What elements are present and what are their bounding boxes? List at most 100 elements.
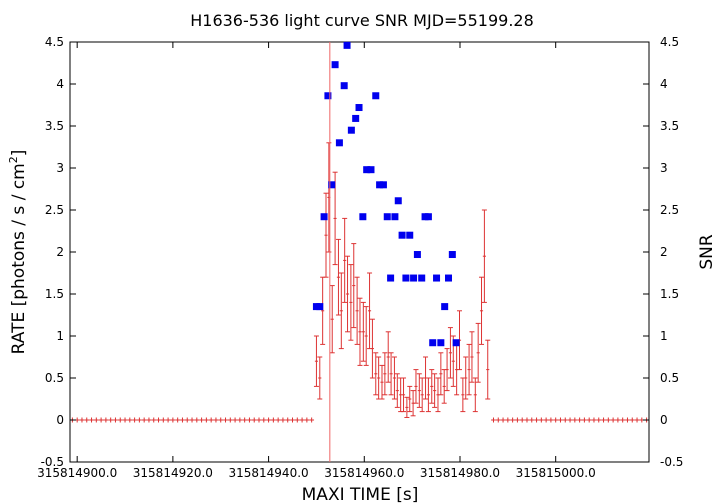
snr-point [387,274,395,282]
y-tick-label: 1 [56,329,64,343]
rate-bin [382,352,388,396]
rate-bin [363,306,369,366]
snr-point [376,181,384,189]
snr-point [452,339,460,347]
y2-axis-title: SNR [697,234,717,270]
plot-frame [69,41,650,463]
rate-bin [342,217,348,303]
rate-zero-baseline [70,417,649,423]
rate-bin [469,331,475,383]
rate-bin [329,285,335,354]
snr-point [391,213,399,221]
y2-tick-label: 1 [660,329,668,343]
y-tick-label: 3 [56,161,64,175]
y-tick-label: -0.5 [41,455,64,469]
rate-bin [475,322,481,383]
rate-bin [354,276,360,345]
x-tick-label: 315814900.0 [37,466,117,480]
x-tick-label: 315814920.0 [133,466,213,480]
snr-point [328,181,336,189]
snr-markers [312,41,460,347]
x-tick-label: 315814960.0 [324,466,404,480]
rate-bin [357,297,363,366]
x-tick-label: 315814980.0 [420,466,500,480]
rate-bin [429,369,435,404]
snr-point [359,213,367,221]
rate-bin [472,377,478,413]
rate-bin [485,339,491,400]
rate-bin [466,343,472,396]
rate-bin [388,352,394,396]
rate-bin [432,373,438,408]
snr-point [448,251,456,259]
rate-bin [391,356,397,400]
y-tick-label: 2.5 [45,203,64,217]
y2-tick-label: 1.5 [660,287,679,301]
rate-bin [410,390,416,417]
snr-point [352,114,360,122]
rate-bin [463,356,469,400]
y2-tick-label: 3 [660,161,668,175]
snr-point [343,41,351,49]
snr-point [355,104,363,112]
snr-point [372,92,380,100]
snr-point [379,181,387,189]
snr-point [424,213,432,221]
rate-bin [413,369,419,404]
rate-bin [313,335,319,387]
snr-point [383,213,391,221]
snr-point [367,166,375,174]
rate-bin [419,377,425,413]
rate-bin [425,377,431,413]
snr-point [340,82,348,90]
y-tick-label: 4.5 [45,35,64,49]
rate-bin [444,348,450,392]
y2-tick-label: 0 [660,413,668,427]
y2-tick-label: -0.5 [660,455,683,469]
rate-bin [348,264,354,341]
rate-bin [323,192,329,278]
x-axis-title: MAXI TIME [s] [302,485,419,504]
rate-bin [369,318,375,379]
rate-bin [385,331,391,383]
snr-point [316,303,324,311]
snr-point [445,274,453,282]
rate-bin [407,385,413,413]
snr-point [410,274,418,282]
y-axis-ticks: -0.5 0 0.5 1 1.5 2 2.5 3 3.5 4 4.5 [41,35,76,469]
rate-bin [338,272,344,350]
rate-bin [360,301,366,362]
rate-bin [394,373,400,408]
rate-bin [438,352,444,396]
y2-tick-label: 2.5 [660,203,679,217]
snr-point [394,197,402,205]
y-axis-title-end: ] [9,150,29,157]
snr-point [347,126,355,134]
y2-tick-label: 0.5 [660,371,679,385]
x-tick-label: 315814940.0 [228,466,308,480]
y-tick-label: 0 [56,413,64,427]
rate-bin [351,243,357,329]
rate-bin [335,238,341,316]
rate-bin [416,373,422,408]
snr-point [324,92,332,100]
snr-point [441,303,449,311]
rate-bin [379,364,385,400]
snr-point [413,251,421,259]
y-axis-title: RATE [photons / s / cm2] [7,150,29,355]
y-tick-label: 3.5 [45,119,64,133]
x-tick-label: 315815000.0 [516,466,596,480]
rate-bin [317,356,323,400]
y-axis-title-main: RATE [photons / s / cm [9,163,29,354]
snr-point [433,274,441,282]
snr-point [429,339,437,347]
rate-bin [401,377,407,413]
y-axis-title-superscript: 2 [7,156,20,163]
snr-point [437,339,445,347]
snr-point [418,274,426,282]
rate-bin [447,327,453,379]
snr-point [402,274,410,282]
snr-point [335,139,343,147]
y2-tick-label: 3.5 [660,119,679,133]
